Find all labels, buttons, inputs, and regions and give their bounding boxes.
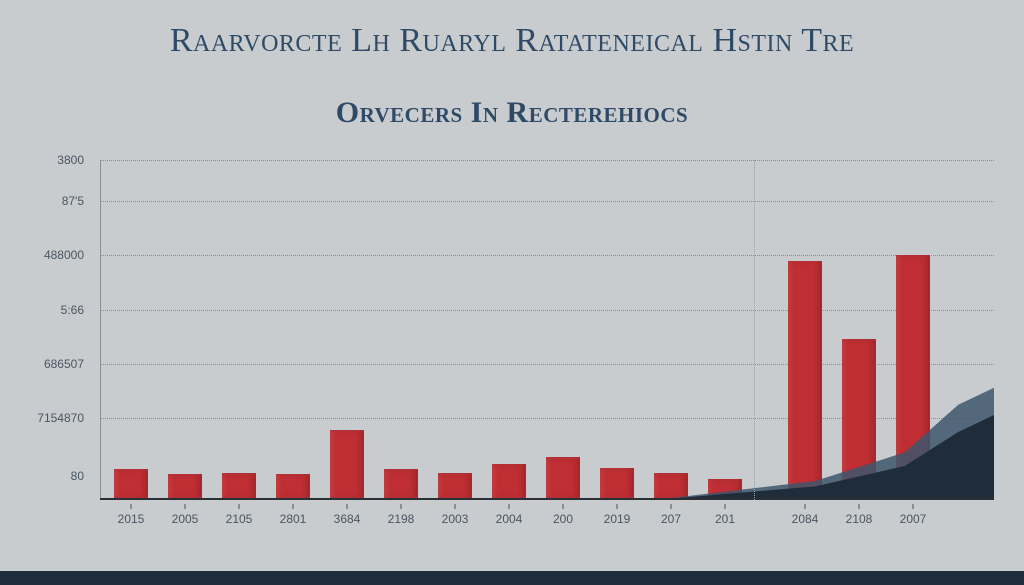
bar <box>788 261 822 498</box>
x-tick-label: 200 <box>553 512 573 526</box>
x-tick-label: 3684 <box>334 512 361 526</box>
x-tick-label: 207 <box>661 512 681 526</box>
x-tick-label: 2108 <box>846 512 873 526</box>
x-tick-mark <box>347 504 348 509</box>
bar <box>600 468 634 498</box>
bar <box>654 473 688 498</box>
x-tick-mark <box>509 504 510 509</box>
y-tick-label: 7154870 <box>30 411 84 425</box>
x-tick-mark <box>401 504 402 509</box>
group-gap-divider <box>754 160 755 500</box>
x-tick-label: 2015 <box>118 512 145 526</box>
x-tick-mark <box>671 504 672 509</box>
plot-region <box>100 160 994 500</box>
bar <box>222 473 256 498</box>
bar <box>330 430 364 498</box>
y-tick-label: 87'5 <box>30 194 84 208</box>
y-tick-label: 686507 <box>30 357 84 371</box>
y-tick-label: 3800 <box>30 153 84 167</box>
x-tick-label: 2019 <box>604 512 631 526</box>
x-tick-mark <box>455 504 456 509</box>
x-tick-mark <box>617 504 618 509</box>
y-tick-label: 80 <box>30 469 84 483</box>
x-tick-label: 2005 <box>172 512 199 526</box>
x-tick-label: 2084 <box>792 512 819 526</box>
x-tick-mark <box>913 504 914 509</box>
x-tick-mark <box>725 504 726 509</box>
chart-title: Raarvorcte Lh Ruaryl Ratateneical Hstin … <box>40 22 984 60</box>
y-tick-label: 488000 <box>30 248 84 262</box>
x-tick-label: 2198 <box>388 512 415 526</box>
x-tick-label: 2801 <box>280 512 307 526</box>
x-tick-label: 201 <box>715 512 735 526</box>
x-tick-mark <box>293 504 294 509</box>
x-axis: 2015 2005 2105 2801 3684 2198 2003 2004 200 2019 2… <box>100 504 994 540</box>
bottom-band <box>0 571 1024 585</box>
bar <box>708 479 742 498</box>
x-axis-line <box>100 498 994 500</box>
x-tick-label: 2105 <box>226 512 253 526</box>
bar <box>896 255 930 498</box>
bar <box>492 464 526 498</box>
bar <box>842 339 876 498</box>
x-tick-mark <box>563 504 564 509</box>
x-tick-mark <box>859 504 860 509</box>
bar <box>438 473 472 498</box>
bar <box>276 474 310 498</box>
x-tick-mark <box>131 504 132 509</box>
y-axis: 380087'54880005:66686507715487080 <box>30 160 92 500</box>
bar <box>168 474 202 498</box>
chart-subtitle: Orvecers In Recterehiocs <box>40 96 984 130</box>
bar <box>114 469 148 498</box>
x-tick-mark <box>185 504 186 509</box>
bar <box>384 469 418 498</box>
x-tick-mark <box>239 504 240 509</box>
bar <box>546 457 580 498</box>
x-tick-mark <box>805 504 806 509</box>
chart-area: 380087'54880005:66686507715487080 201520… <box>30 160 994 540</box>
y-tick-label: 5:66 <box>30 303 84 317</box>
x-tick-label: 2003 <box>442 512 469 526</box>
bars-group <box>100 160 994 498</box>
x-tick-label: 2004 <box>496 512 523 526</box>
x-tick-label: 2007 <box>900 512 927 526</box>
